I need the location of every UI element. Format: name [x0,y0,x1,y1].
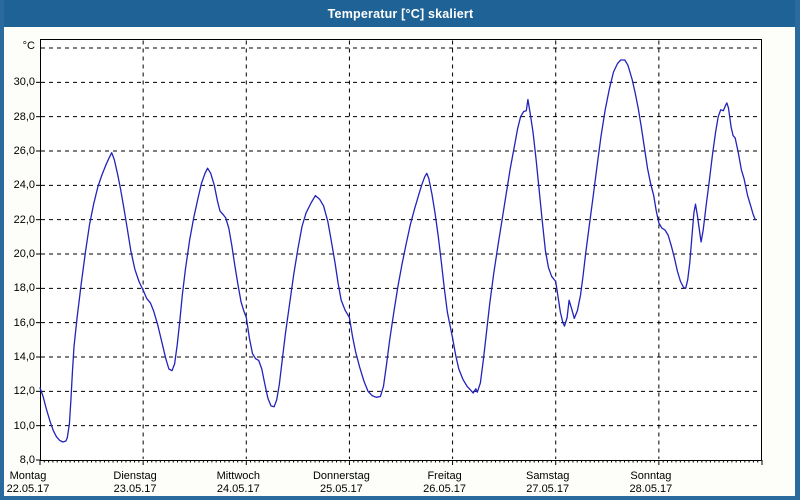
plot-area[interactable] [40,39,762,460]
window-titlebar[interactable]: Temperatur [°C] skaliert [4,0,795,27]
window-title: Temperatur [°C] skaliert [327,6,474,21]
